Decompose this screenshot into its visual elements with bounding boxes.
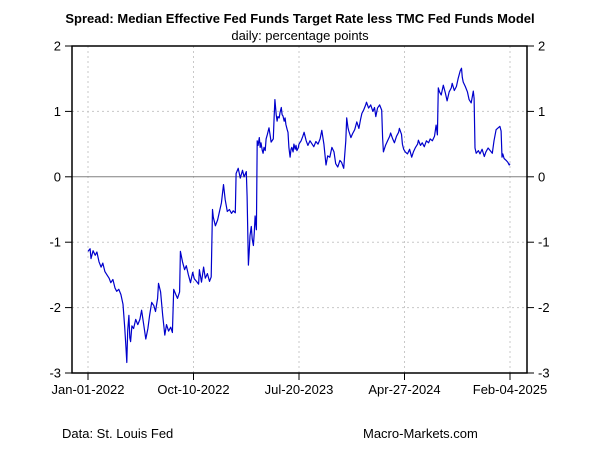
website-label: Macro-Markets.com: [363, 426, 478, 441]
y-tick-label-left: -3: [49, 366, 61, 381]
y-tick-label-right: -3: [538, 366, 550, 381]
x-tick-label: Feb-04-2025: [473, 382, 547, 397]
chart-title: Spread: Median Effective Fed Funds Targe…: [65, 11, 535, 26]
x-tick-label: Jan-01-2022: [52, 382, 125, 397]
y-tick-label-right: 1: [538, 104, 545, 119]
y-tick-label-right: 2: [538, 39, 545, 54]
x-tick-label: Jul-20-2023: [265, 382, 334, 397]
x-tick-label: Apr-27-2024: [368, 382, 440, 397]
y-tick-label-left: -2: [49, 300, 61, 315]
y-tick-label-right: 0: [538, 169, 545, 184]
y-tick-label-left: 2: [54, 39, 61, 54]
data-source-label: Data: St. Louis Fed: [62, 426, 174, 441]
y-tick-label-right: -2: [538, 300, 550, 315]
y-tick-label-left: 1: [54, 104, 61, 119]
spread-series-line: [87, 67, 511, 364]
chart-subtitle: daily: percentage points: [231, 28, 369, 43]
y-tick-label-right: -1: [538, 235, 550, 250]
y-tick-label-left: 0: [54, 169, 61, 184]
x-tick-label: Oct-10-2022: [157, 382, 229, 397]
y-tick-label-left: -1: [49, 235, 61, 250]
plot-frame: [71, 45, 528, 374]
